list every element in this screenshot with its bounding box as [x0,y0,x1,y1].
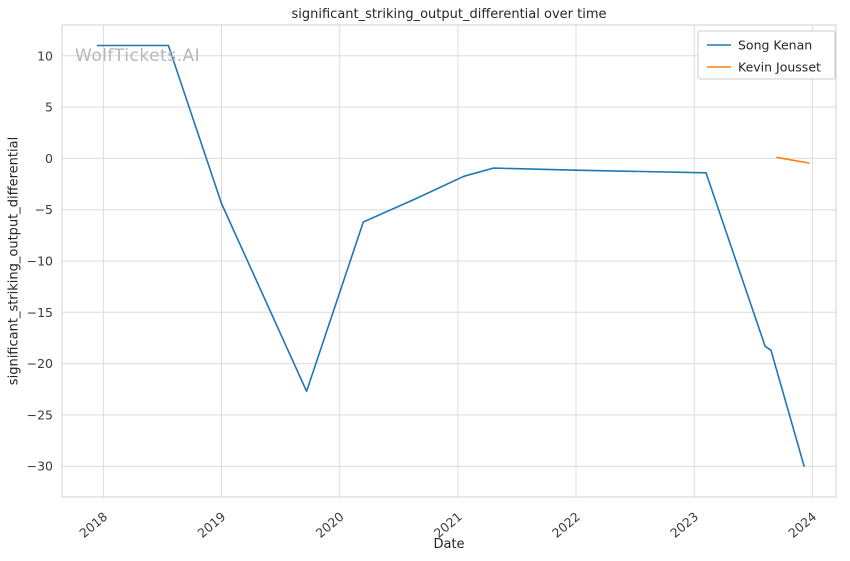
x-tick-label: 2023 [667,509,701,541]
y-axis-label: significant_striking_output_differential [6,136,22,386]
x-tick-label: 2024 [785,509,819,541]
y-tick-label: 10 [37,48,53,63]
series-line-kevin-jousset [776,156,810,164]
x-tick-label: 2019 [194,509,228,541]
legend-label: Kevin Jousset [738,60,821,75]
y-tick-label: −5 [35,202,53,217]
plot-border [61,24,837,498]
series-line-song-kenan [96,44,805,468]
x-tick-label: 2020 [313,509,347,541]
y-tick-label: 0 [45,151,53,166]
x-tick-label: 2022 [549,509,583,541]
y-tick-label: −10 [27,254,53,269]
y-tick-label: −15 [27,305,53,320]
y-tick-label: −20 [27,356,53,371]
x-tick-label: 2018 [76,509,110,541]
legend-label: Song Kenan [738,38,812,53]
watermark: WolfTickets.AI [75,46,201,66]
x-axis-label: Date [433,537,465,552]
chart-title: significant_striking_output_differential… [291,7,607,22]
y-tick-label: 5 [45,100,53,115]
legend-box [697,30,836,80]
x-tick-label: 2021 [431,509,465,541]
y-tick-label: −30 [27,459,53,474]
y-tick-label: −25 [27,407,53,422]
